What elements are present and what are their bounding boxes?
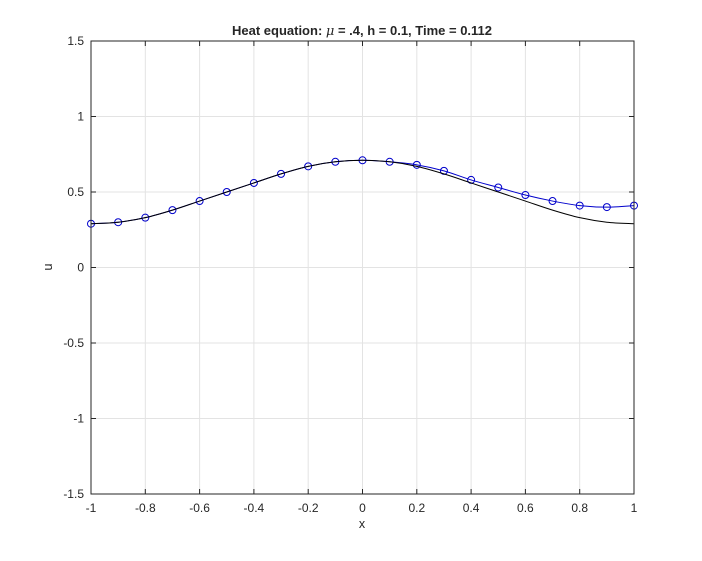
- y-tick-label: 0: [77, 261, 84, 275]
- x-tick-label: 0.8: [571, 501, 588, 515]
- data-point-marker: [575, 201, 584, 210]
- data-point-marker: [494, 183, 503, 192]
- x-tick-label: -0.4: [244, 501, 265, 515]
- x-tick-label: -0.6: [189, 501, 210, 515]
- x-axis-label: x: [359, 517, 366, 531]
- mu-symbol: μ: [326, 24, 334, 39]
- y-tick-label: -0.5: [63, 336, 84, 350]
- y-tick-label: 0.5: [67, 185, 84, 199]
- data-point-marker: [548, 197, 557, 206]
- x-tick-label: 0.6: [517, 501, 534, 515]
- data-point-marker: [277, 169, 286, 178]
- data-point-marker: [195, 197, 204, 206]
- data-point-marker: [168, 206, 177, 215]
- series-line-2: [90, 159, 635, 225]
- ticks: -1 -0.8 -0.6 -0.4 -0.2 0 0.2 0.4 0.6 0.8 1-1.5-1-0…: [63, 34, 637, 515]
- data-point-marker: [521, 191, 530, 200]
- data-point-marker: [304, 162, 313, 171]
- x-tick-label: -0.2: [298, 501, 319, 515]
- x-tick-label: -0.8: [135, 501, 156, 515]
- y-tick-label: 1: [77, 110, 84, 124]
- x-tick-label: 0.4: [463, 501, 480, 515]
- data-point-marker: [222, 188, 231, 196]
- data-point-marker: [249, 178, 258, 187]
- data-point-marker: [602, 203, 611, 212]
- data-point-marker: [141, 213, 150, 222]
- y-tick-label: -1: [73, 412, 84, 426]
- y-axis-label: u: [41, 263, 55, 270]
- y-tick-label: 1.5: [67, 34, 84, 48]
- y-tick-label: -1.5: [63, 487, 84, 501]
- x-tick-label: 0.2: [408, 501, 425, 515]
- x-tick-label: 0: [359, 501, 366, 515]
- chart-title: Heat equation: μ = .4, h = 0.1, Time = 0…: [232, 23, 492, 39]
- x-tick-label: -1: [86, 501, 97, 515]
- x-tick-label: 1: [631, 501, 638, 515]
- data-point-marker: [412, 160, 421, 169]
